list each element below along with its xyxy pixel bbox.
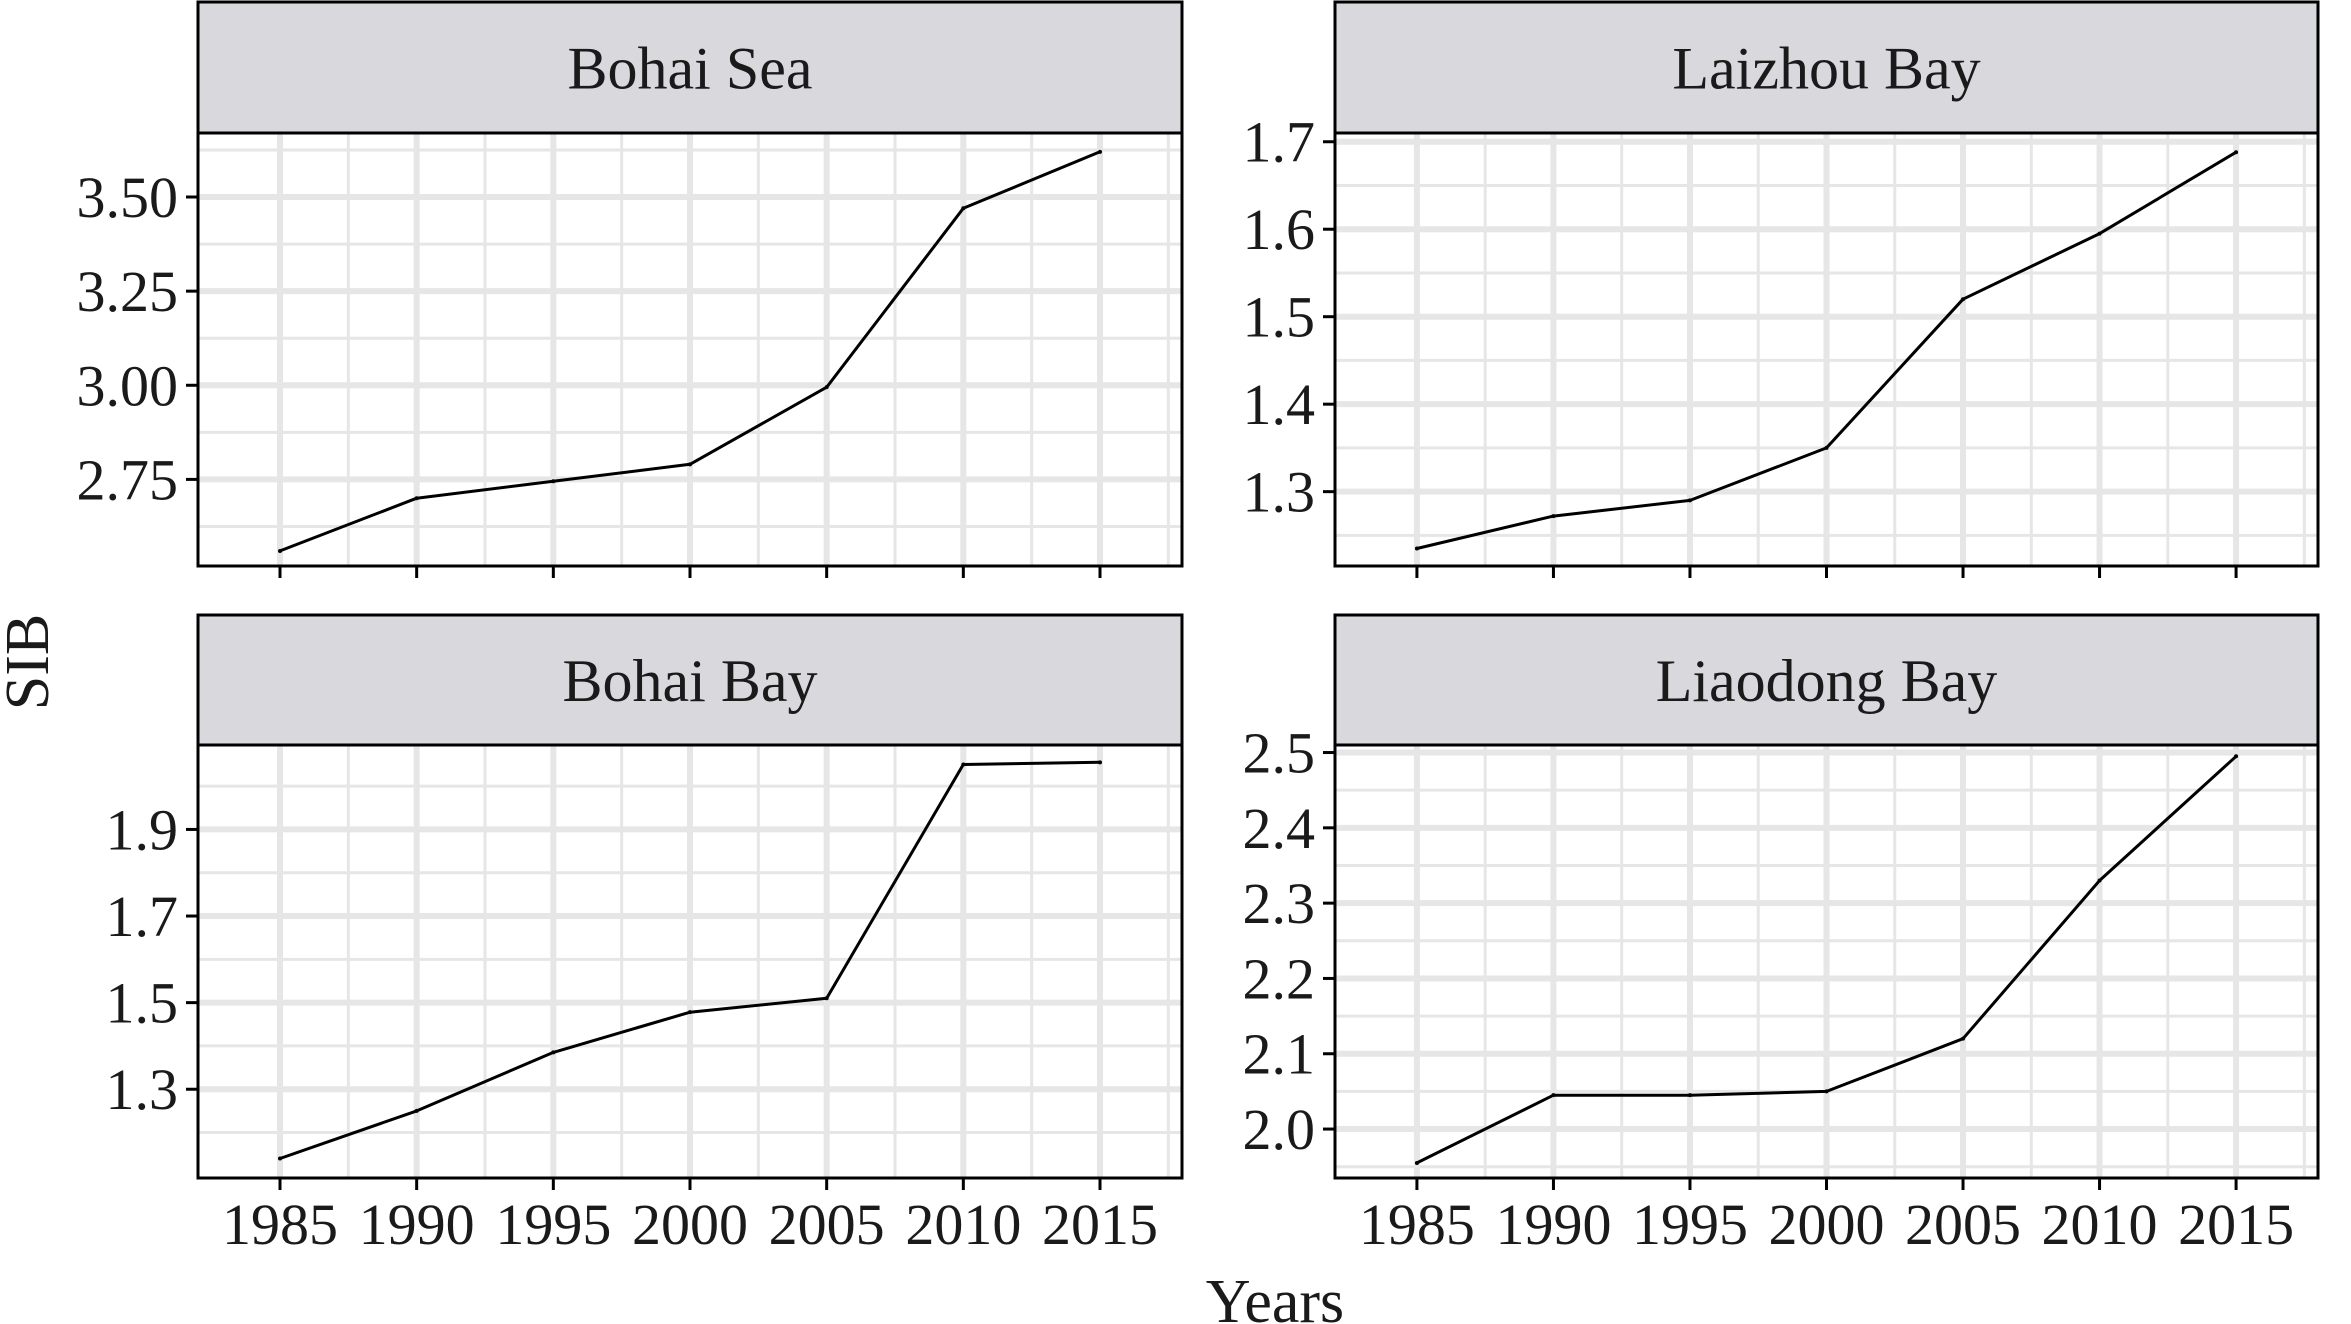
facet-strip <box>1333 0 2320 135</box>
x-tick-label: 1990 <box>359 1192 475 1257</box>
data-point <box>2234 150 2239 155</box>
data-point <box>961 762 966 767</box>
facet-strip-title: Bohai Sea <box>568 36 813 102</box>
x-tick-label: 1990 <box>1495 1192 1611 1257</box>
data-point <box>278 548 282 553</box>
data-point <box>1961 297 1966 302</box>
data-point <box>551 479 556 484</box>
y-tick-label: 2.3 <box>1243 871 1316 936</box>
facet-strip-title: Liaodong Bay <box>1656 648 1998 714</box>
data-point <box>824 996 829 1001</box>
y-tick-label: 2.5 <box>1243 721 1316 786</box>
facet-strip <box>196 0 1184 135</box>
data-point <box>1098 760 1102 765</box>
x-tick-label: 2000 <box>632 1192 748 1257</box>
x-tick-label: 2005 <box>769 1192 885 1257</box>
y-axis-title: SIB <box>0 614 62 710</box>
y-tick-label: 1.7 <box>1243 110 1316 175</box>
y-tick-label: 1.5 <box>1243 285 1316 350</box>
panel-2: Bohai Bay 1.3 1.5 1.7 1.9 1985 1990 1995 2000 200… <box>106 613 1184 1257</box>
data-point <box>278 1156 282 1161</box>
x-tick-label: 2015 <box>2178 1192 2294 1257</box>
x-tick-label: 2010 <box>2042 1192 2158 1257</box>
y-tick-label: 1.3 <box>1243 460 1316 525</box>
x-tick-label: 1995 <box>495 1192 611 1257</box>
x-tick-label: 1985 <box>222 1192 338 1257</box>
x-tick-label: 1995 <box>1632 1192 1748 1257</box>
y-tick-label: 2.0 <box>1243 1097 1316 1162</box>
data-point <box>414 1108 419 1113</box>
data-point <box>2097 878 2102 883</box>
data-point <box>1414 1160 1419 1165</box>
data-point <box>1414 546 1419 551</box>
y-tick-label: 2.75 <box>77 447 179 512</box>
y-tick-label: 1.7 <box>106 884 179 949</box>
y-tick-label: 2.2 <box>1243 946 1316 1011</box>
panel-1: Laizhou Bay 1.3 1.4 1.5 1.6 1.7 <box>1243 0 2320 578</box>
y-tick-label: 1.4 <box>1243 372 1316 437</box>
x-tick-label: 2010 <box>905 1192 1021 1257</box>
x-tick-label: 2000 <box>1769 1192 1885 1257</box>
y-tick-label: 2.4 <box>1243 796 1316 861</box>
panel-0: Bohai Sea 2.75 3.00 3.25 3.50 <box>77 0 1184 578</box>
data-point <box>688 462 692 467</box>
y-tick-label: 2.1 <box>1243 1022 1316 1087</box>
data-point <box>1824 1089 1829 1094</box>
x-tick-label: 2005 <box>1905 1192 2021 1257</box>
data-point <box>1551 514 1556 519</box>
data-point <box>1687 498 1692 503</box>
data-point <box>2097 231 2102 236</box>
x-axis-title: Years <box>1206 1268 1344 1324</box>
facet-strip <box>1333 613 2320 747</box>
data-point <box>824 385 829 390</box>
plot-frame <box>1333 131 2320 568</box>
facet-strip <box>196 613 1184 747</box>
data-point <box>1098 149 1102 154</box>
y-tick-label: 3.25 <box>77 259 179 324</box>
x-tick-label: 1985 <box>1359 1192 1475 1257</box>
y-tick-label: 1.3 <box>106 1057 179 1122</box>
plot-frame <box>1333 743 2320 1180</box>
y-tick-label: 1.5 <box>106 971 179 1036</box>
data-point <box>414 496 419 501</box>
data-point <box>1687 1093 1692 1098</box>
plot-frame <box>196 131 1184 568</box>
panel-3: Liaodong Bay 2.0 2.1 2.2 2.3 2.4 2.5 1985 1990 19… <box>1243 613 2320 1257</box>
y-tick-label: 3.50 <box>77 165 179 230</box>
y-tick-label: 1.6 <box>1243 197 1316 262</box>
data-point <box>1961 1036 1966 1041</box>
plot-frame <box>196 743 1184 1180</box>
data-point <box>961 206 966 211</box>
data-point <box>1551 1093 1556 1098</box>
data-point <box>688 1010 692 1015</box>
data-point <box>551 1050 556 1055</box>
data-point <box>1824 445 1829 450</box>
facet-strip-title: Laizhou Bay <box>1672 36 1980 102</box>
panels-layer: Bohai Sea 2.75 3.00 3.25 3.50 Laizhou Bay 1.3 1… <box>77 0 2320 1257</box>
facet-strip-title: Bohai Bay <box>563 648 818 714</box>
y-tick-label: 1.9 <box>106 797 179 862</box>
x-tick-label: 2015 <box>1042 1192 1158 1257</box>
data-point <box>2234 754 2239 759</box>
y-tick-label: 3.00 <box>77 353 179 418</box>
